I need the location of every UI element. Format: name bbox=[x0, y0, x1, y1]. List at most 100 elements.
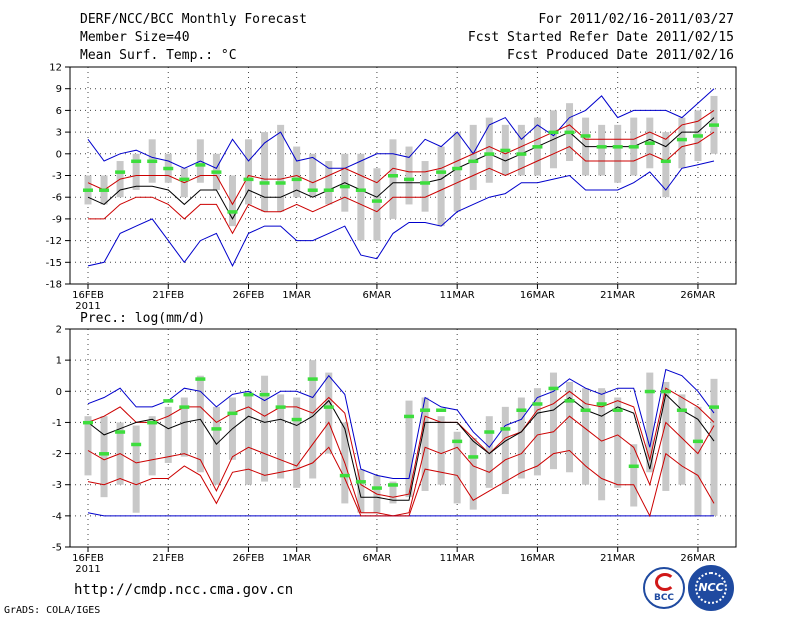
prec-ensemble-bar bbox=[678, 394, 686, 485]
temp-observed-marker bbox=[644, 141, 655, 145]
prec-ensemble-bar bbox=[549, 372, 557, 470]
temp-ensemble-bar bbox=[357, 153, 365, 241]
temp-observed-marker bbox=[420, 181, 431, 185]
grads-credit: GrADS: COLA/IGES bbox=[4, 605, 101, 616]
prec-ytick-label: -2 bbox=[52, 449, 62, 460]
temp-observed-marker bbox=[628, 145, 639, 149]
temp-ensemble-bar bbox=[261, 132, 269, 212]
temp-frame bbox=[69, 66, 737, 285]
member-size: Member Size=40 bbox=[80, 30, 190, 45]
temp-observed-marker bbox=[709, 123, 719, 127]
temp-observed-marker bbox=[195, 163, 206, 167]
prec-ensemble-bar bbox=[614, 397, 622, 488]
temp-ytick-label: -18 bbox=[46, 280, 62, 291]
prec-ensemble-bar bbox=[485, 416, 493, 488]
prec-xtick-label: 26FEB bbox=[233, 553, 265, 564]
temp-ensemble-bar bbox=[373, 168, 381, 241]
prec-xtick-label: 16MAR bbox=[520, 553, 555, 564]
temp-observed-marker bbox=[532, 145, 543, 149]
precip-label: Prec.: log(mm/d) bbox=[80, 311, 206, 326]
temp-ensemble-bar bbox=[453, 132, 461, 212]
temp-ensemble-bar bbox=[389, 139, 397, 219]
prec-ensemble-bar bbox=[180, 397, 188, 457]
ncc-logo-text: NCC bbox=[698, 581, 724, 594]
temp-ensemble-bar bbox=[228, 175, 236, 227]
prec-observed-marker bbox=[275, 405, 286, 409]
temp-ensemble-bar bbox=[132, 153, 140, 190]
temp-xtick-label: 16FEB bbox=[72, 290, 104, 301]
temp-ensemble-bar bbox=[421, 161, 429, 212]
prec-observed-marker bbox=[580, 408, 591, 412]
fcst-started-date: Fcst Started Refer Date 2011/02/15 bbox=[467, 30, 734, 45]
temp-ytick-label: -3 bbox=[52, 171, 62, 182]
temp-observed-marker bbox=[179, 177, 190, 182]
temp-observed-marker bbox=[259, 181, 270, 185]
temp-observed-marker bbox=[355, 188, 366, 192]
temp-ensemble-bar bbox=[325, 161, 333, 205]
temp-observed-marker bbox=[227, 210, 238, 214]
temp-observed-marker bbox=[596, 145, 607, 149]
temp-observed-marker bbox=[564, 130, 575, 135]
prec-ytick-label: 2 bbox=[56, 325, 62, 336]
prec-ensemble-bar bbox=[694, 406, 702, 516]
temp-xtick-label: 21FEB bbox=[152, 290, 184, 301]
temp-ytick-label: 9 bbox=[56, 84, 62, 95]
prec-observed-marker bbox=[99, 452, 110, 456]
prec-observed-marker bbox=[468, 455, 479, 459]
prec-observed-marker bbox=[307, 377, 318, 381]
prec-observed-marker bbox=[644, 389, 655, 394]
temp-xtick-label: 21MAR bbox=[600, 290, 635, 301]
temp-observed-marker bbox=[83, 188, 93, 192]
temp-observed-marker bbox=[452, 166, 463, 171]
prec-ytick-label: 0 bbox=[56, 387, 62, 398]
temp-observed-marker bbox=[211, 170, 222, 174]
prec-observed-marker bbox=[500, 427, 511, 431]
temp-observed-marker bbox=[243, 177, 254, 182]
prec-ensemble-bar bbox=[100, 416, 108, 498]
temp-ytick-label: -12 bbox=[46, 236, 62, 247]
prec-observed-marker bbox=[564, 399, 575, 403]
prec-ensemble-bar bbox=[710, 378, 718, 516]
prec-ensemble-bar bbox=[630, 444, 638, 507]
prec-ensemble-bar bbox=[212, 406, 220, 485]
prec-year-label: 2011 bbox=[75, 564, 100, 575]
prec-observed-marker bbox=[404, 414, 415, 419]
temp-observed-marker bbox=[339, 184, 350, 189]
temp-observed-marker bbox=[468, 159, 479, 164]
prec-observed-marker bbox=[516, 408, 527, 412]
prec-observed-marker bbox=[709, 405, 719, 409]
ncc-globe-icon bbox=[695, 572, 727, 604]
prec-ensemble-bar bbox=[501, 406, 509, 495]
temp-ensemble-bar bbox=[469, 124, 477, 190]
prec-xtick-label: 6MAR bbox=[363, 553, 392, 564]
temp-ensemble-bar bbox=[517, 124, 525, 176]
prec-ensemble-bar bbox=[405, 400, 413, 498]
prec-observed-marker bbox=[339, 473, 350, 478]
prec-ensemble-bar bbox=[261, 375, 269, 482]
temp-observed-marker bbox=[115, 170, 126, 174]
temp-ytick-label: 6 bbox=[56, 106, 62, 117]
prec-ensemble-bar bbox=[245, 391, 253, 485]
prec-observed-marker bbox=[676, 408, 687, 412]
temp-ensemble-bar bbox=[662, 132, 670, 198]
prec-observed-marker bbox=[227, 411, 238, 416]
prec-xtick-label: 21FEB bbox=[152, 553, 184, 564]
temp-observed-marker bbox=[692, 134, 703, 138]
prec-observed-marker bbox=[163, 399, 174, 403]
temp-observed-marker bbox=[548, 130, 559, 135]
prec-series-lower2 bbox=[87, 446, 715, 518]
prec-observed-marker bbox=[355, 480, 366, 484]
temp-series-lower bbox=[88, 131, 715, 235]
prec-observed-marker bbox=[291, 417, 302, 422]
temp-observed-marker bbox=[500, 148, 511, 153]
temp-observed-marker bbox=[275, 181, 286, 185]
prec-xtick-label: 21MAR bbox=[600, 553, 635, 564]
temp-observed-marker bbox=[371, 199, 382, 203]
temp-ytick-label: -9 bbox=[52, 214, 62, 225]
temp-ensemble-bar bbox=[293, 146, 301, 198]
prec-series-upper bbox=[87, 387, 715, 498]
prec-observed-marker bbox=[692, 439, 703, 444]
prec-ensemble-bar bbox=[389, 481, 397, 504]
prec-ensemble-bar bbox=[517, 397, 525, 479]
